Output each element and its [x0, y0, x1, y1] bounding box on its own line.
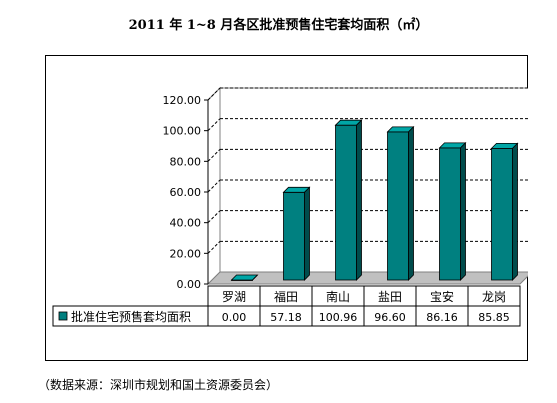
bar-side [512, 142, 518, 281]
chart-floor [206, 271, 528, 285]
gridline-side [207, 87, 221, 101]
side-wall [207, 86, 221, 286]
y-tick-label: 0.00 [177, 278, 202, 291]
category-label: 罗湖 [222, 289, 246, 304]
data-label: 85.85 [478, 311, 510, 324]
gridline-side [207, 179, 221, 193]
gridline-side [207, 210, 221, 224]
data-label: 86.16 [426, 311, 458, 324]
y-tick-label: 100.00 [163, 125, 202, 138]
gridline-side [207, 240, 221, 254]
bar [283, 191, 305, 281]
y-tick-label: 40.00 [170, 217, 202, 230]
bar-chart: 0.00 20.00 40.00 60.00 80.00 100.00 120.00 罗湖 0.… [52, 86, 528, 327]
bar [439, 147, 461, 281]
bar [491, 147, 513, 281]
y-tick-label: 80.00 [170, 155, 202, 168]
category-label: 南山 [326, 289, 350, 304]
bar-side [408, 125, 414, 281]
chart-title: 2011 年 1~8 月各区批准预售住宅套均面积（㎡） [128, 18, 429, 33]
category-label: 福田 [274, 289, 298, 304]
y-tick-label: 120.00 [163, 94, 202, 107]
data-label: 96.60 [374, 311, 406, 324]
bar [335, 124, 357, 281]
category-label: 龙岗 [482, 290, 506, 304]
data-label: 100.96 [319, 311, 358, 324]
category-label: 宝安 [430, 289, 454, 304]
bar-side [460, 141, 466, 281]
legend-label: 批准住宅预售套均面积 [71, 309, 191, 324]
y-tick-label: 20.00 [170, 247, 202, 260]
bar-side [304, 186, 310, 281]
legend-swatch [58, 311, 68, 321]
category-label: 盐田 [378, 290, 402, 304]
bar [387, 131, 409, 281]
data-label: 0.00 [222, 311, 247, 324]
data-source-note: （数据来源：深圳市规划和国土资源委员会） [38, 378, 279, 392]
table-data-row [52, 305, 521, 327]
data-label: 57.18 [270, 311, 302, 324]
bar-side [252, 274, 258, 281]
y-tick-label: 60.00 [170, 186, 202, 199]
gridline-side [207, 148, 221, 162]
gridline-side [207, 118, 221, 132]
bar-side [356, 119, 362, 281]
